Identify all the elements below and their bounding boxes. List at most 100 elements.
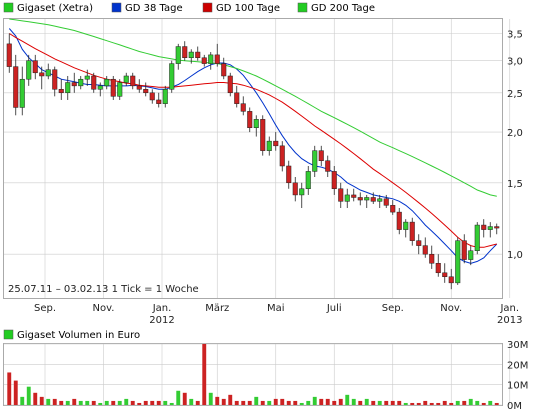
candle-body-up	[312, 150, 318, 172]
volume-y-tick-label: 30M	[507, 340, 528, 351]
price-x-tick-label: Jan.	[499, 303, 519, 314]
candle-body-down	[32, 60, 38, 74]
candle-body-down	[279, 145, 285, 167]
candle-body-down	[292, 182, 298, 196]
candle	[240, 96, 246, 116]
volume-bar	[351, 398, 356, 405]
volume-bar	[371, 400, 376, 405]
candle-body-up	[208, 54, 214, 64]
volume-bar	[254, 396, 259, 405]
candle-body-down	[331, 171, 337, 190]
candle-body-down	[481, 224, 487, 230]
price-y-tick-label: 2,5	[507, 89, 523, 100]
candle-body-down	[130, 75, 136, 87]
volume-bar	[449, 402, 454, 405]
candle	[390, 200, 396, 215]
candle	[19, 66, 25, 116]
candle	[110, 75, 116, 100]
volume-bar	[215, 396, 220, 405]
candle	[227, 72, 233, 97]
candle-body-down	[448, 276, 454, 284]
candle	[351, 188, 357, 202]
volume-bar	[293, 400, 298, 405]
price-x-tick-label: Sep.	[382, 303, 404, 314]
candle-body-down	[370, 197, 376, 202]
candle-body-down	[422, 245, 428, 255]
gd200-line	[9, 18, 497, 197]
candle-body-up	[377, 198, 383, 202]
volume-bar	[267, 400, 272, 405]
candle-body-down	[409, 221, 415, 241]
candle-body-down	[149, 92, 155, 101]
candle	[299, 182, 305, 208]
candle	[416, 234, 422, 255]
volume-bar	[124, 398, 129, 405]
candle-body-up	[455, 240, 461, 284]
price-x-tick-year-label: 2013	[497, 315, 522, 326]
volume-bar	[273, 398, 278, 405]
legend: Gigaset (Xetra) GD 38 Tage GD 100 Tage G…	[3, 2, 375, 14]
candle-body-down	[325, 160, 331, 172]
candle-body-down	[390, 205, 396, 213]
candle-body-down	[195, 51, 201, 58]
candle	[130, 72, 136, 90]
candle-body-up	[175, 46, 181, 64]
gd100-line	[9, 33, 497, 248]
volume-bar	[247, 400, 252, 405]
candle	[266, 136, 272, 156]
candle	[273, 132, 279, 151]
price-x-tick-year-label: 2012	[149, 315, 174, 326]
candle	[364, 194, 370, 208]
candle-body-up	[364, 197, 370, 201]
candle	[104, 75, 110, 90]
price-panel-frame	[3, 18, 503, 299]
candle	[188, 49, 194, 64]
volume-bar	[416, 402, 421, 405]
volume-bar	[403, 402, 408, 405]
candle	[169, 60, 175, 93]
candle	[6, 33, 12, 73]
candle-body-down	[214, 54, 220, 64]
price-x-tick-label: Nov.	[440, 303, 462, 314]
volume-bar	[280, 398, 285, 405]
candle-body-down	[58, 89, 64, 94]
volume-bar	[462, 400, 467, 405]
volume-y-tick-label: 10M	[507, 381, 528, 392]
volume-bar	[429, 402, 434, 405]
volume-bar	[338, 398, 343, 405]
candle-body-down	[286, 165, 292, 184]
candle-body-down	[416, 240, 422, 246]
candle-body-up	[65, 82, 71, 94]
candle-body-down	[435, 263, 441, 274]
candle	[448, 268, 454, 290]
volume-bar	[85, 400, 90, 405]
candle	[325, 155, 331, 178]
candle	[182, 41, 188, 61]
volume-y-tick-label: 20M	[507, 360, 528, 371]
volume-bar	[241, 400, 246, 405]
candle	[461, 234, 467, 264]
volume-bar	[189, 398, 194, 405]
candle	[474, 222, 480, 255]
candle	[435, 254, 441, 277]
volume-bar	[130, 400, 135, 405]
volume-bar	[221, 398, 226, 405]
candle-body-up	[84, 75, 90, 80]
volume-bar	[228, 394, 233, 405]
volume-bar	[26, 386, 31, 405]
volume-bar	[455, 400, 460, 405]
candle	[221, 57, 227, 80]
candle-body-up	[162, 89, 168, 104]
volume-bar	[163, 400, 168, 405]
price-y-tick-label: 2,0	[507, 128, 523, 139]
candle-body-down	[240, 103, 246, 112]
candle-body-down	[338, 188, 344, 202]
candle-body-down	[273, 140, 279, 147]
volume-bar	[39, 396, 44, 405]
price-x-tick-label: Jan.	[152, 303, 172, 314]
candle	[71, 72, 77, 93]
volume-bar	[286, 400, 291, 405]
volume-bar	[358, 400, 363, 405]
candle	[331, 165, 337, 195]
